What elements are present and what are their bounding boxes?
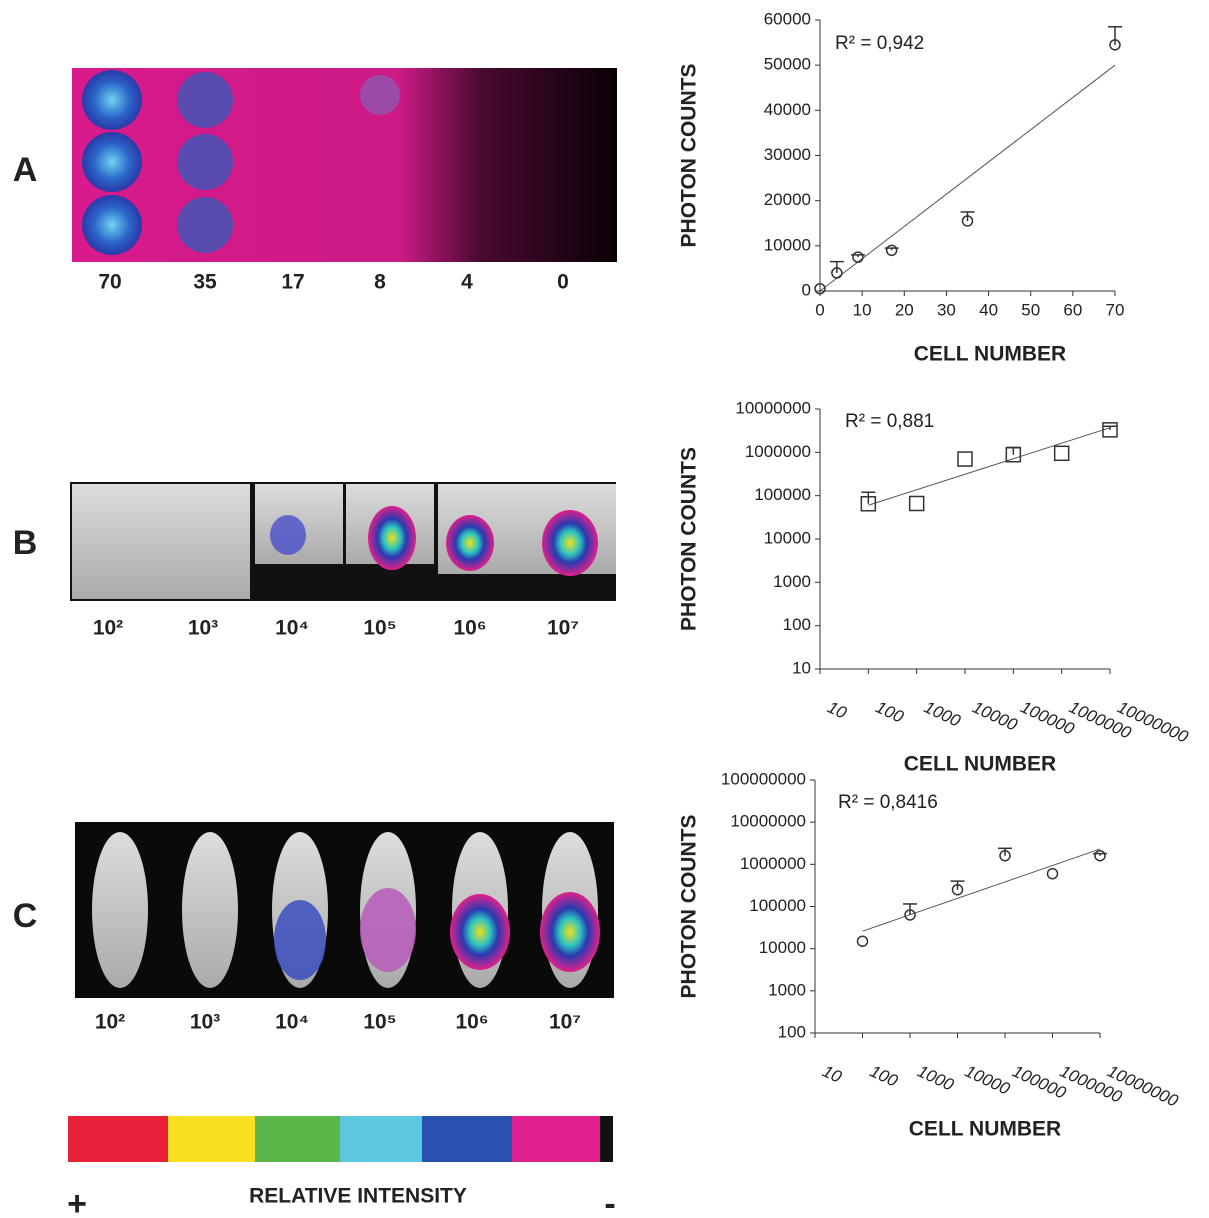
- image-a: [72, 68, 617, 262]
- colorbar-title: RELATIVE INTENSITY: [249, 1185, 467, 1208]
- y-tick-label: 1000000: [740, 854, 806, 873]
- x-tick-label: 100: [867, 1061, 901, 1090]
- image-label: 10²: [95, 1011, 125, 1034]
- image-label: 10³: [190, 1011, 220, 1034]
- colorbar-minus: -: [604, 1185, 615, 1218]
- y-tick-label: 10000000: [730, 812, 806, 831]
- point: [958, 452, 972, 466]
- image-label: 0: [557, 271, 569, 294]
- image-label: 17: [281, 271, 304, 294]
- x-tick-label: 60: [1063, 300, 1082, 319]
- x-tick-label: 10000: [962, 1061, 1013, 1098]
- color-bar: [68, 1116, 613, 1162]
- point: [910, 496, 924, 510]
- annotation: R² = 0,942: [835, 33, 924, 54]
- image-label: 10³: [188, 617, 218, 640]
- image-label: 10⁴: [275, 1011, 309, 1034]
- x-tick-label: 70: [1106, 300, 1125, 319]
- x-tick-label: 10: [819, 1061, 845, 1086]
- image-label: 8: [374, 271, 386, 294]
- x-tick-label: 100000: [1009, 1061, 1069, 1102]
- image-label: 4: [461, 271, 473, 294]
- panel-label: A: [13, 151, 38, 189]
- image-label: 70: [98, 271, 121, 294]
- fit-line: [820, 65, 1115, 291]
- y-tick-label: 1000: [773, 572, 811, 591]
- fit-line: [863, 849, 1101, 931]
- x-tick-label: 40: [979, 300, 998, 319]
- x-tick-label: 10: [853, 300, 872, 319]
- point: [1055, 446, 1069, 460]
- x-tick-label: 20: [895, 300, 914, 319]
- y-tick-label: 30000: [764, 145, 811, 164]
- x-tick-label: 10: [824, 697, 850, 722]
- image-label: 10⁷: [547, 617, 579, 640]
- y-tick-label: 40000: [764, 100, 811, 119]
- image-label: 10⁶: [455, 1011, 488, 1034]
- y-tick-label: 10000: [764, 235, 811, 254]
- x-tick-label: 30: [937, 300, 956, 319]
- x-tick-label: 1000: [921, 697, 964, 730]
- x-axis-label: CELL NUMBER: [909, 1118, 1061, 1141]
- image-label: 35: [193, 271, 217, 294]
- annotation: R² = 0,881: [845, 411, 934, 432]
- x-axis-label: CELL NUMBER: [904, 753, 1056, 776]
- y-tick-label: 100: [783, 615, 811, 634]
- y-tick-label: 10000: [764, 528, 811, 547]
- image-c: [75, 822, 614, 998]
- image-label: 10²: [93, 617, 123, 640]
- x-axis-label: CELL NUMBER: [914, 343, 1066, 366]
- panel-label: C: [13, 897, 38, 935]
- image-label: 10⁵: [363, 617, 396, 640]
- y-tick-label: 20000: [764, 190, 811, 209]
- y-tick-label: 100000000: [721, 769, 806, 788]
- fit-line: [868, 428, 1110, 506]
- x-tick-label: 10000: [969, 697, 1020, 734]
- image-b: [70, 482, 616, 601]
- y-tick-label: 10000000: [735, 398, 811, 417]
- image-label: 10⁷: [549, 1011, 581, 1034]
- y-axis-label: PHOTON COUNTS: [678, 447, 701, 631]
- x-tick-label: 50: [1021, 300, 1040, 319]
- x-tick-label: 1000: [914, 1061, 957, 1094]
- image-label: 10⁶: [453, 617, 486, 640]
- y-tick-label: 10: [792, 658, 811, 677]
- image-label: 10⁵: [363, 1011, 396, 1034]
- annotation: R² = 0,8416: [838, 792, 938, 813]
- point: [858, 936, 868, 946]
- y-tick-label: 0: [802, 280, 811, 299]
- y-tick-label: 50000: [764, 55, 811, 74]
- y-tick-label: 100: [778, 1022, 806, 1041]
- y-tick-label: 60000: [764, 9, 811, 28]
- point: [1048, 869, 1058, 879]
- panel-label: B: [13, 524, 38, 562]
- y-axis-label: PHOTON COUNTS: [678, 815, 701, 999]
- image-label: 10⁴: [275, 617, 309, 640]
- y-tick-label: 10000: [759, 938, 806, 957]
- y-tick-label: 100000: [754, 485, 811, 504]
- y-tick-label: 1000: [768, 980, 806, 999]
- colorbar-plus: +: [67, 1185, 87, 1218]
- y-axis-label: PHOTON COUNTS: [678, 64, 701, 248]
- y-tick-label: 1000000: [745, 442, 811, 461]
- y-tick-label: 100000: [749, 896, 806, 915]
- figure: RELATIVE INTENSITY + - ABC70351784010²10…: [0, 0, 1209, 1218]
- x-tick-label: 100: [873, 697, 907, 726]
- x-tick-label: 100000: [1018, 697, 1078, 738]
- x-tick-label: 0: [815, 300, 824, 319]
